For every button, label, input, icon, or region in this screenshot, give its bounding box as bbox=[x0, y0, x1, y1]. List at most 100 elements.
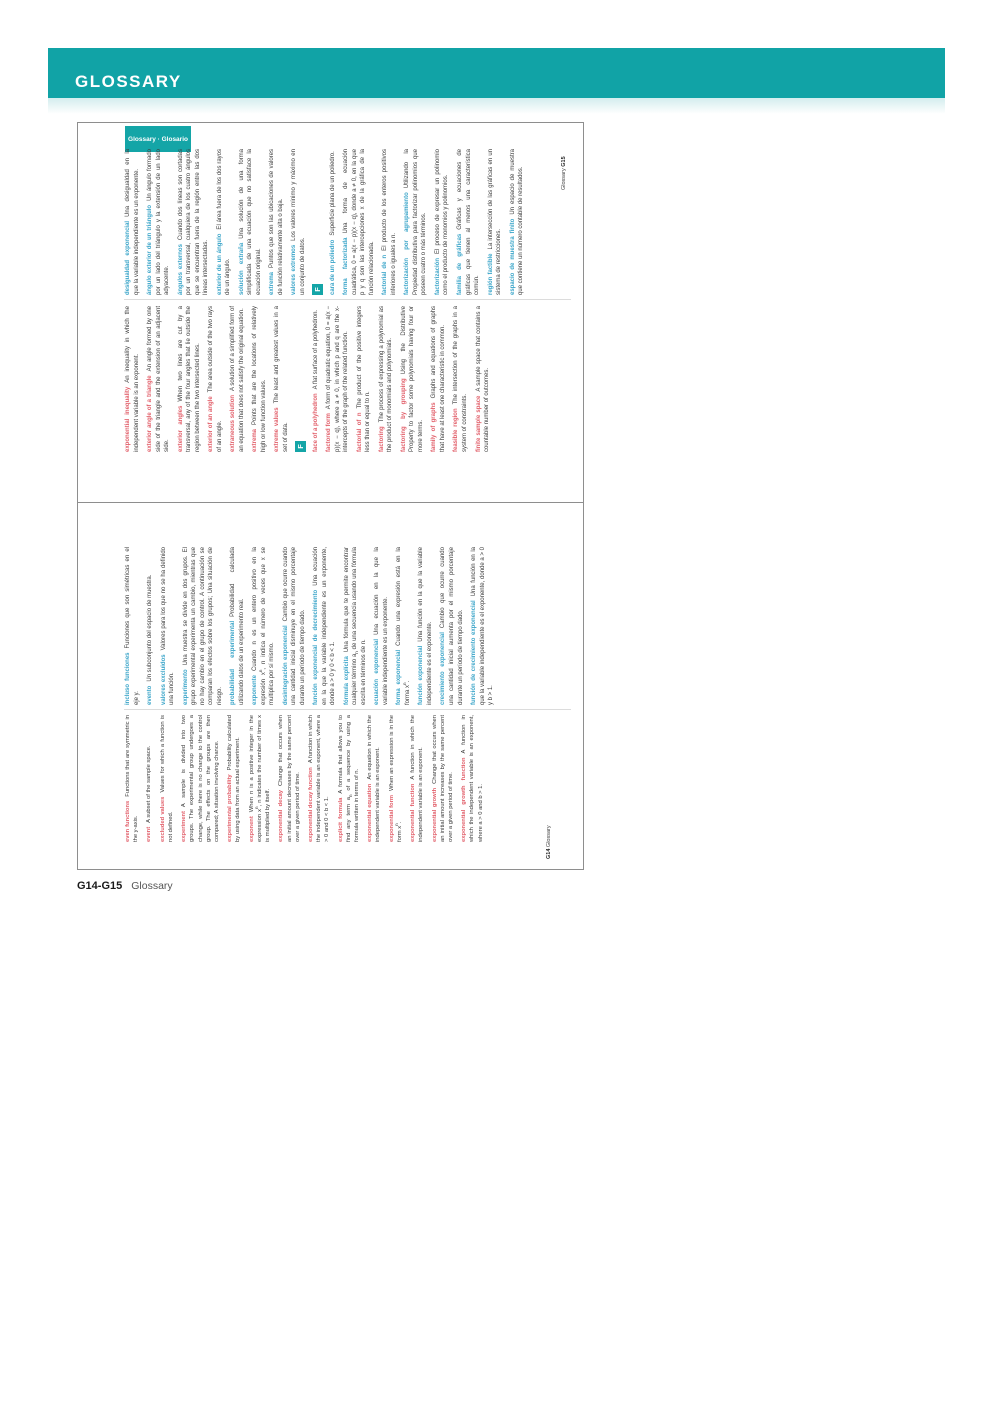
glossary-entry: extreme valuesThe least and greatest val… bbox=[273, 306, 290, 452]
glossary-term: excluded values bbox=[159, 796, 166, 842]
glossary-term: forma exponencial bbox=[396, 649, 403, 705]
section-badge: F bbox=[295, 441, 307, 452]
glossary-entry: exponential growthChange that occurs whe… bbox=[431, 715, 456, 842]
g15-english-column: exponential inequalityAn inequality in w… bbox=[124, 306, 571, 452]
section-badge: F bbox=[312, 284, 324, 295]
glossary-entry: crecimiento exponencialCambio que ocurre… bbox=[439, 547, 465, 705]
glossary-entry: experimentA sample is divided into two g… bbox=[180, 715, 221, 842]
glossary-entry: solución extrañaUna solución de una form… bbox=[238, 149, 264, 295]
glossary-entry: exponential formWhen an expression is in… bbox=[388, 715, 404, 842]
glossary-term: extrema bbox=[252, 428, 259, 452]
glossary-term: exterior angle of a triangle bbox=[147, 375, 154, 452]
scanned-page-g15: Glossary · Glosario desigualdad exponenc… bbox=[78, 123, 583, 503]
footer-page-number: G14 bbox=[546, 848, 552, 859]
glossary-term: experiment bbox=[181, 811, 188, 842]
glossary-term: exponential decay bbox=[278, 789, 285, 842]
glossary-entry: exponential growth functionA function in… bbox=[460, 715, 485, 842]
glossary-term: factorización bbox=[434, 257, 441, 295]
glossary-entry: exponential equationAn equation in which… bbox=[366, 715, 382, 842]
glossary-entry: experimentoUna muestra se divide en dos … bbox=[182, 547, 225, 705]
glossary-term: experimental probability bbox=[227, 774, 234, 842]
glossary-entry: exponential inequalityAn inequality in w… bbox=[124, 306, 141, 452]
glossary-term: factorización por agrupamiento bbox=[404, 192, 411, 295]
glossary-term: exponential function bbox=[410, 783, 417, 842]
caption-page-range: G14-G15 bbox=[77, 880, 123, 892]
glossary-term: probabilidad experimental bbox=[230, 620, 237, 705]
glossary-edge-tab: Glossary · Glosario bbox=[125, 126, 191, 152]
glossary-entry: event A subset of the sample space. bbox=[145, 715, 153, 843]
footer-label: Glossary bbox=[546, 825, 552, 848]
glossary-entry: forma exponencialCuando una expresión es… bbox=[395, 547, 412, 705]
glossary-term: exponential growth bbox=[431, 787, 438, 842]
page-title: GLOSSARY bbox=[75, 72, 182, 91]
glossary-entry: exterior angle of a triangleAn angle for… bbox=[146, 306, 172, 452]
glossary-entry: factoringThe process of expressing a pol… bbox=[378, 306, 395, 452]
glossary-term: factorial of n bbox=[356, 412, 363, 452]
glossary-term: forma factorizada bbox=[343, 237, 350, 296]
caption-label: Glossary bbox=[131, 880, 173, 892]
glossary-definition: Un subconjunto del espacio de muestra. bbox=[147, 574, 154, 682]
glossary-term: event bbox=[146, 826, 153, 842]
glossary-entry: cara de un poliedro Superficie plana de u… bbox=[329, 149, 338, 295]
glossary-term: even functions bbox=[125, 800, 131, 842]
glossary-figure: Glossary · Glosario desigualdad exponenc… bbox=[77, 122, 584, 870]
glossary-entry: factoring by groupingUsing the Distribut… bbox=[400, 306, 426, 452]
glossary-term: factoring by grouping bbox=[400, 378, 407, 452]
glossary-definition: Superficie plana de un poliedro. bbox=[329, 151, 336, 236]
column-divider bbox=[124, 709, 571, 710]
figure-caption: G14-G15 Glossary bbox=[77, 876, 173, 894]
glossary-term: cara de un poliedro bbox=[329, 239, 336, 295]
glossary-entry: finite sample spaceA sample space that c… bbox=[475, 306, 492, 452]
glossary-term: ecuación exponencial bbox=[374, 638, 381, 705]
glossary-entry: incluso funcionesFunciones que son simét… bbox=[124, 547, 141, 705]
glossary-entry: forma factorizadaUna forma de ecuación c… bbox=[342, 149, 376, 295]
glossary-term: desintegración exponencial bbox=[282, 625, 289, 705]
glossary-term: función exponencial de decrecimiento bbox=[313, 589, 320, 705]
glossary-entry: fórmula explícitaUna fórmula que te perm… bbox=[343, 547, 369, 705]
glossary-entry: ecuación exponencialUna ecuación en la q… bbox=[373, 547, 390, 705]
glossary-term: valores extremos bbox=[291, 244, 298, 295]
glossary-term: extreme values bbox=[274, 407, 281, 452]
g15-page-footer: Glossary G15 bbox=[561, 156, 567, 190]
glossary-term: exponent bbox=[248, 816, 255, 842]
glossary-entry: exterior of an angleThe area outside of … bbox=[207, 306, 224, 452]
glossary-entry: función exponencial de decrecimientoUna … bbox=[312, 547, 338, 705]
glossary-term: family of graphs bbox=[431, 402, 438, 452]
glossary-term: exterior de un ángulo bbox=[216, 233, 223, 295]
g14-english-column: even functionsFunctions that are symmetr… bbox=[124, 715, 571, 842]
glossary-entry: exponential decayChange that occurs when… bbox=[277, 715, 302, 842]
glossary-entry: espacio de muestra finitoUn espacio de m… bbox=[509, 149, 526, 295]
glossary-entry: family of graphsGraphs and equations of … bbox=[430, 306, 447, 452]
glossary-entry: exponenteCuando n es un entero positivo … bbox=[251, 547, 277, 705]
glossary-entry: face of a polyhedron A flat surface of a … bbox=[312, 306, 321, 452]
glossary-entry: excluded valuesValues for which a functi… bbox=[159, 715, 175, 842]
glossary-term: explicit formula bbox=[337, 797, 344, 842]
glossary-term: ángulos externos bbox=[177, 244, 184, 295]
glossary-term: desigualdad exponencial bbox=[125, 220, 131, 295]
glossary-entry: valores excluidosValores para los que no… bbox=[160, 547, 177, 705]
glossary-term: función de crecimiento exponencial bbox=[471, 600, 478, 705]
glossary-term: extrema bbox=[269, 271, 276, 295]
glossary-entry: evento Un subconjunto del espacio de mues… bbox=[146, 547, 155, 705]
scanned-page-g14: incluso funcionesFunciones que son simét… bbox=[78, 503, 583, 869]
glossary-term: exterior of an angle bbox=[208, 396, 215, 452]
g15-spanish-column: desigualdad exponencialUna desigualdad e… bbox=[124, 149, 571, 295]
glossary-term: ángulo exterior de un triángulo bbox=[147, 204, 154, 295]
glossary-entry: explicit formulaA formula that allows yo… bbox=[337, 715, 362, 842]
glossary-entry: exponential decay functionA function in … bbox=[307, 715, 332, 842]
glossary-entry: experimental probabilityProbability calc… bbox=[226, 715, 242, 842]
glossary-entry: desigualdad exponencialUna desigualdad e… bbox=[124, 149, 141, 295]
glossary-term: factoring bbox=[378, 426, 385, 452]
glossary-entry: factored formA form of quadratic equatio… bbox=[325, 306, 351, 452]
glossary-entry: función de crecimiento exponencialUna fu… bbox=[470, 547, 496, 705]
glossary-entry: exponentWhen n is a positive integer in … bbox=[248, 715, 273, 842]
glossary-entry: factorial of nThe product of the positiv… bbox=[356, 306, 373, 452]
section-divider-f: F bbox=[312, 149, 324, 295]
glossary-entry: ángulos externosCuando dos líneas son co… bbox=[177, 149, 211, 295]
glossary-term: exponential growth function bbox=[461, 757, 468, 842]
glossary-term: incluso funciones bbox=[125, 652, 131, 706]
glossary-term: factored form bbox=[326, 413, 333, 452]
glossary-term: exponential equation bbox=[367, 783, 374, 842]
glossary-term: finite sample space bbox=[475, 395, 482, 452]
glossary-entry: extremaPoints that are the locations of … bbox=[251, 306, 268, 452]
